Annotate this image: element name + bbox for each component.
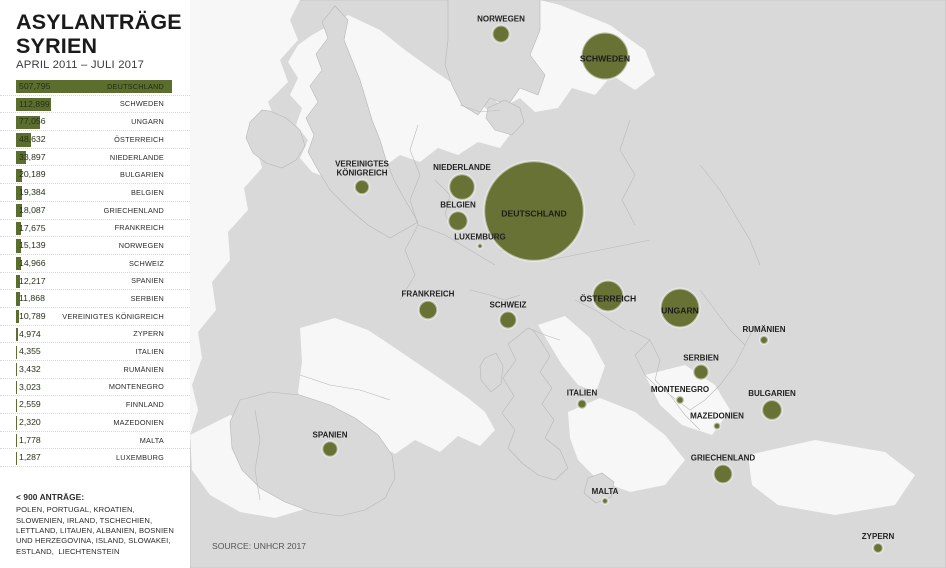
svg-text:UNGARN: UNGARN	[661, 305, 699, 315]
svg-text:SERBIEN: SERBIEN	[683, 353, 719, 362]
svg-text:BELGIEN: BELGIEN	[440, 200, 476, 209]
svg-text:MAZEDONIEN: MAZEDONIEN	[690, 412, 744, 421]
svg-text:GRIECHENLAND: GRIECHENLAND	[691, 454, 756, 463]
svg-text:ÖSTERREICH: ÖSTERREICH	[580, 293, 636, 303]
svg-text:BULGARIEN: BULGARIEN	[748, 389, 796, 398]
svg-text:NIEDERLANDE: NIEDERLANDE	[433, 163, 491, 172]
svg-text:NORWEGEN: NORWEGEN	[477, 14, 525, 23]
svg-text:SCHWEDEN: SCHWEDEN	[580, 53, 630, 63]
svg-text:KÖNIGREICH: KÖNIGREICH	[336, 169, 387, 178]
svg-text:DEUTSCHLAND: DEUTSCHLAND	[501, 208, 566, 218]
svg-text:SPANIEN: SPANIEN	[313, 430, 348, 439]
svg-text:SCHWEIZ: SCHWEIZ	[490, 300, 527, 309]
svg-text:VEREINIGTES: VEREINIGTES	[335, 160, 389, 169]
svg-text:SOURCE: UNHCR 2017: SOURCE: UNHCR 2017	[212, 541, 306, 551]
svg-text:FRANKREICH: FRANKREICH	[402, 290, 455, 299]
svg-text:RUMÄNIEN: RUMÄNIEN	[742, 325, 785, 334]
svg-text:ZYPERN: ZYPERN	[862, 532, 895, 541]
svg-text:LUXEMBURG: LUXEMBURG	[454, 232, 506, 241]
svg-text:MONTENEGRO: MONTENEGRO	[651, 385, 709, 394]
svg-text:ITALIEN: ITALIEN	[567, 388, 598, 397]
svg-text:MALTA: MALTA	[592, 487, 619, 496]
